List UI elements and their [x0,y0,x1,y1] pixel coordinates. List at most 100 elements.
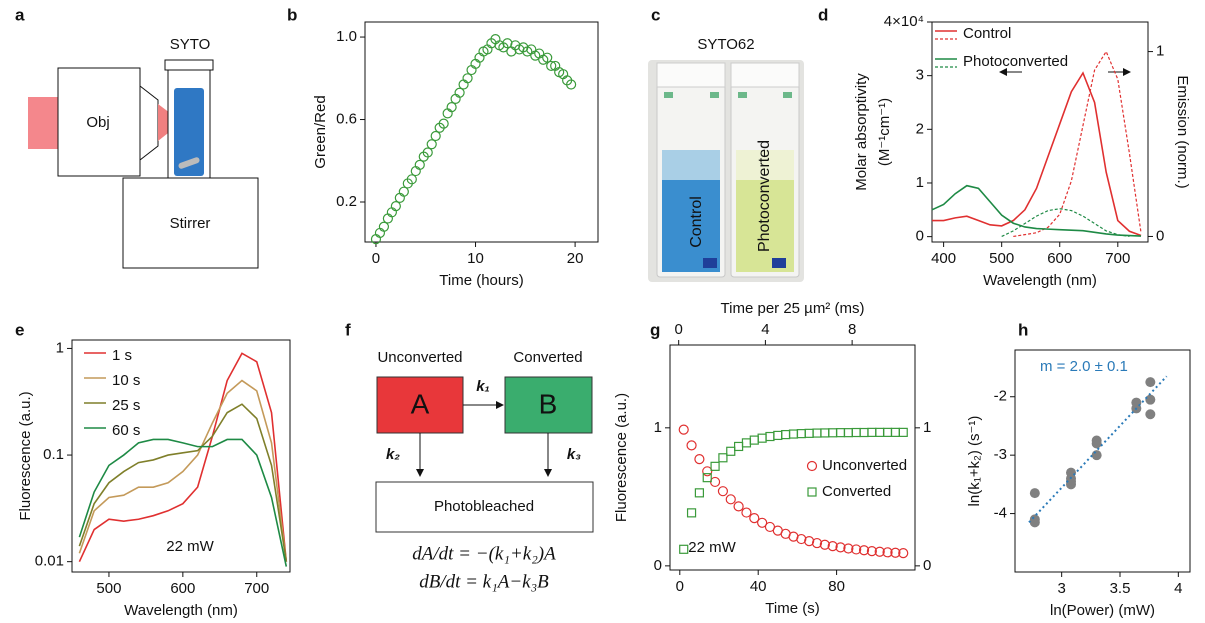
tab [783,92,792,98]
data-point [398,186,409,197]
tab [664,92,673,98]
cuvette-cap [164,59,214,71]
data-point [1091,438,1102,449]
panel-letter: a [15,5,25,24]
data-point [898,548,909,559]
x-tick-label: 700 [1105,250,1130,267]
y2-tick-label: 0 [923,557,931,574]
data-point [733,441,744,452]
y-axis-label: Fluorescence (a.u.) [17,391,34,520]
data-point [414,159,425,170]
x-tick-label: 20 [567,250,584,267]
data-point [709,476,721,488]
data-point [749,512,760,524]
data-point [882,547,893,558]
sink-label: Photobleached [434,498,534,515]
data-point [717,486,729,497]
state-b-box [504,376,593,434]
data-point [765,431,775,442]
data-line [78,352,288,563]
data-point [1145,394,1156,405]
x-tick-label: 500 [989,250,1014,267]
data-point [546,60,557,72]
y2-tick-label: 1 [1156,43,1164,60]
y-tick-label: 0.2 [336,193,357,210]
rate-label: k₃ [567,446,581,463]
legend-label: 10 s [112,372,140,389]
x-tick-label: 0 [372,250,380,267]
cap-right [730,62,800,88]
sink-box [375,481,594,533]
objective-label: Obj [86,114,109,131]
x-tick-label: 600 [1047,250,1072,267]
state-label: Unconverted [377,349,462,366]
legend-label: Photoconverted [963,53,1068,70]
data-point [757,517,768,528]
objective-nozzle [139,84,159,162]
x-tick-label: 3 [1057,580,1065,597]
data-point [390,201,401,212]
data-point [812,428,822,438]
data-point [781,429,791,440]
x-tick-label: 3.5 [1110,580,1131,597]
legend-label: 60 s [112,422,140,439]
y-tick-label: 4×10⁴ [884,13,924,30]
data-point [718,453,728,463]
x-tick-label: 600 [170,580,195,597]
panel-letter: h [1018,320,1028,339]
tab [738,92,747,98]
data-point [1066,476,1076,487]
data-line [1013,50,1142,238]
y2-axis-label: Emission (norm.) [1174,75,1191,188]
plot-frame [71,339,291,573]
data-point [796,533,807,545]
data-line [1001,208,1130,238]
data-line [78,379,288,562]
data-point [406,174,417,185]
x-axis-label: Time (s) [765,600,819,617]
data-point [788,429,799,439]
data-point [874,546,885,557]
data-point [678,424,689,435]
data-point [679,544,689,554]
panel-letter: g [650,320,660,339]
data-point [843,428,853,438]
y-axis-label: Fluorescence (a.u.) [613,393,630,522]
data-point [426,139,437,150]
data-line [931,184,1142,237]
data-point [890,547,901,558]
annotation: 22 mW [688,539,736,556]
meniscus-left [662,150,720,182]
fit-line [1028,375,1168,524]
panel-letter: b [287,5,297,24]
x-axis-label: ln(Power) (mW) [1050,602,1155,619]
rate-label: k₂ [386,446,400,463]
liquid-control [662,180,720,272]
legend-label: Control [963,25,1011,42]
data-point [741,507,752,518]
data-point [725,494,736,505]
data-point [462,73,473,84]
data-point [686,508,697,518]
x-tick-label: 400 [931,250,956,267]
x-axis-label: Time (hours) [439,272,523,289]
x2-tick-label: 4 [761,321,769,338]
plot-frame [364,21,599,243]
panel-letter: d [818,5,828,24]
panel-a: a SYTO Obj Stirrer [15,5,259,269]
x-tick-label: 80 [828,578,845,595]
y-tick-label: 3 [916,67,924,84]
legend-marker [806,460,818,472]
data-line [78,403,288,562]
y-tick-label: 1 [916,174,924,191]
data-point [454,87,465,98]
data-point [835,542,846,553]
data-point [749,435,759,445]
data-point [702,466,713,477]
photo-title: SYTO62 [697,36,754,53]
sample-liquid [174,88,204,176]
liquid-photoconverted [736,180,794,272]
data-point [843,543,854,554]
data-point [430,130,441,142]
data-point [757,433,767,443]
